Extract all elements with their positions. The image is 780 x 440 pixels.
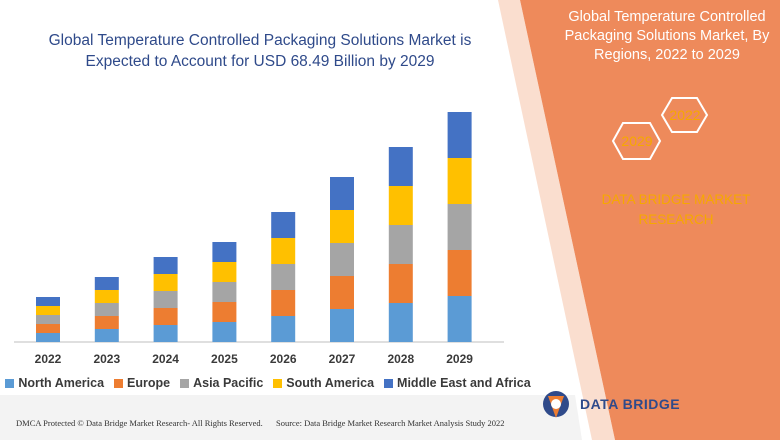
hexagon-2022 <box>660 97 709 133</box>
bar-segment-2027-3 <box>330 210 354 243</box>
x-tick-label: 2024 <box>152 352 179 366</box>
logo-wordmark: DATA BRIDGE <box>580 396 681 412</box>
legend-label: Europe <box>127 376 171 390</box>
x-tick-label: 2027 <box>329 352 356 366</box>
right-panel-shape <box>520 0 780 440</box>
bar-segment-2027-4 <box>330 177 354 210</box>
bar-segment-2025-2 <box>212 282 237 302</box>
bar-segment-2023-0 <box>94 329 119 342</box>
bar-segment-2026-4 <box>271 212 296 238</box>
bar-segment-2027-2 <box>330 243 354 276</box>
bar-segment-2022-0 <box>36 333 60 342</box>
bar-segment-2023-1 <box>94 316 119 329</box>
legend-swatch <box>114 378 124 388</box>
x-tick-label: 2028 <box>387 352 414 366</box>
legend-label: South America <box>286 376 375 390</box>
bar-segment-2029-0 <box>447 296 472 342</box>
bar-segment-2022-3 <box>36 306 60 315</box>
bar-segment-2026-1 <box>271 290 296 316</box>
x-tick-label: 2023 <box>93 352 120 366</box>
chart-legend: North America Europe Asia Pacific South Ame… <box>5 376 531 390</box>
bar-segment-2028-2 <box>388 225 413 264</box>
bar-segment-2028-3 <box>388 186 413 225</box>
hexagon-year-end: 2029 <box>621 133 652 149</box>
legend-item: Europe <box>114 376 170 390</box>
legend-swatch <box>273 378 283 388</box>
legend-swatch <box>180 378 190 388</box>
bar-segment-2022-2 <box>36 315 60 324</box>
bar-segment-2029-2 <box>447 204 472 250</box>
legend-item: Asia Pacific <box>180 376 263 390</box>
legend-item: South America <box>273 376 374 390</box>
bar-segment-2024-0 <box>153 325 178 342</box>
bar-segment-2026-0 <box>271 316 296 342</box>
legend-label: Asia Pacific <box>193 376 264 390</box>
source-note: Source: Data Bridge Market Research Mark… <box>276 418 505 428</box>
bar-segment-2022-4 <box>36 297 60 306</box>
bar-segment-2029-1 <box>447 250 472 296</box>
bar-segment-2027-0 <box>330 309 354 342</box>
legend-swatch <box>384 378 394 388</box>
x-tick-label: 2026 <box>270 352 297 366</box>
bar-segment-2028-0 <box>388 303 413 342</box>
chart-plot: 2022 2023 2024 2025 2026 2027 2028 2029 <box>14 112 504 366</box>
x-tick-label: 2029 <box>446 352 473 366</box>
bar-segment-2023-3 <box>94 290 119 303</box>
footer-band <box>0 395 582 440</box>
bar-segment-2029-4 <box>447 112 472 158</box>
panel-edge-stripe <box>498 0 615 440</box>
chart-title: Global Temperature Controlled Packaging … <box>48 32 472 70</box>
dmca-notice: DMCA Protected © Data Bridge Market Rese… <box>16 418 263 428</box>
legend-label: Middle East and Africa <box>397 376 531 390</box>
bar-segment-2024-3 <box>153 274 178 291</box>
x-tick-label: 2025 <box>211 352 238 366</box>
legend-item: North America <box>5 376 104 390</box>
bar-segment-2026-2 <box>271 264 296 290</box>
bar-segment-2028-1 <box>388 264 413 303</box>
bar-segment-2026-3 <box>271 238 296 264</box>
hexagon-year-start: 2022 <box>669 107 700 123</box>
data-bridge-logo-icon <box>543 391 569 418</box>
bar-segment-2023-4 <box>94 277 119 290</box>
bar-segment-2025-1 <box>212 302 237 322</box>
legend-label: North America <box>18 376 105 390</box>
bar-segment-2024-2 <box>153 291 178 308</box>
hexagon-badges: 2022 2029 <box>611 97 709 160</box>
bar-segment-2024-1 <box>153 308 178 325</box>
bar-segment-2024-4 <box>153 257 178 274</box>
bar-segment-2027-1 <box>330 276 354 309</box>
bar-segment-2025-4 <box>212 242 237 262</box>
bar-segment-2023-2 <box>94 303 119 316</box>
hexagon-2029 <box>611 122 662 160</box>
legend-swatch <box>5 378 15 388</box>
bar-segment-2022-1 <box>36 324 60 333</box>
bar-segment-2029-3 <box>447 158 472 204</box>
legend-item: Middle East and Africa <box>384 376 531 390</box>
panel-title: Global Temperature Controlled Packaging … <box>564 9 770 63</box>
bar-segment-2028-4 <box>388 147 413 186</box>
x-tick-label: 2022 <box>35 352 62 366</box>
bar-segment-2025-0 <box>212 322 237 342</box>
panel-brand: DATA BRIDGE MARKET RESEARCH <box>601 192 751 227</box>
bar-segment-2025-3 <box>212 262 237 282</box>
